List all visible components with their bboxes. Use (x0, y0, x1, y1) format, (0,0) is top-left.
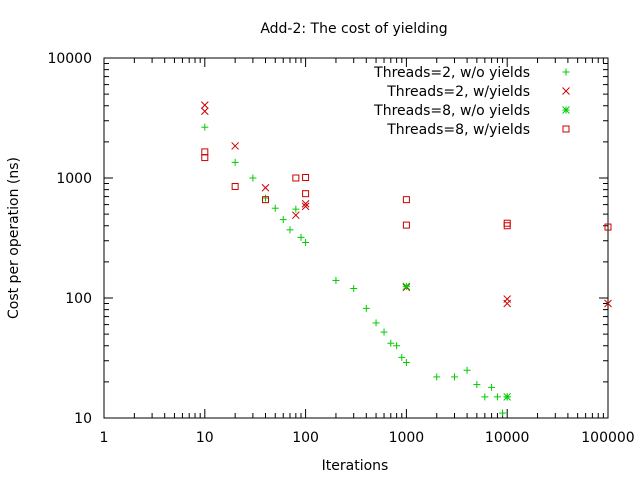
data-point (402, 221, 410, 229)
data-point (402, 196, 410, 204)
data-series (200, 101, 612, 417)
data-point (604, 299, 612, 308)
data-point (481, 393, 489, 401)
data-point (503, 222, 511, 230)
data-point (261, 194, 269, 202)
x-axis-label: Iterations (322, 458, 389, 474)
data-point (261, 196, 269, 204)
data-point (493, 393, 501, 401)
series-3 (402, 282, 512, 401)
data-point (297, 233, 305, 241)
plot-frame (103, 57, 609, 419)
data-point (301, 199, 310, 208)
data-point (292, 205, 300, 213)
data-point (332, 276, 340, 284)
legend-label: Threads=2, w/yields (386, 84, 530, 100)
data-point (302, 239, 310, 247)
data-point (200, 101, 209, 109)
data-point (372, 319, 380, 327)
chart-title: Add-2: The cost of yielding (260, 21, 447, 37)
data-point (231, 182, 239, 190)
data-point (402, 282, 411, 291)
x-tick-label: 10000 (485, 430, 530, 446)
y-tick-label: 1000 (56, 171, 92, 187)
data-point (362, 304, 370, 312)
data-point (292, 174, 300, 182)
x-axis-ticks: 1 10 100 1000 10000 100000 (100, 58, 635, 446)
x-tick-label: 1000 (389, 430, 425, 446)
data-point (499, 409, 507, 417)
data-point (291, 211, 300, 220)
data-point (301, 202, 310, 211)
data-point (286, 226, 294, 234)
data-point (279, 216, 287, 224)
legend-label: Threads=8, w/yields (386, 122, 530, 138)
legend-label: Threads=2, w/o yields (373, 65, 530, 81)
data-point (271, 204, 279, 212)
data-point (201, 123, 209, 131)
data-point (302, 173, 310, 181)
y-tick-label: 10 (74, 411, 92, 427)
data-point (503, 299, 512, 308)
data-point (231, 142, 239, 150)
data-point (398, 353, 406, 361)
y-tick-label: 100 (65, 291, 92, 307)
data-point (201, 154, 209, 162)
series-4 (201, 148, 612, 231)
y-axis-ticks: 10 100 1000 10000 (47, 51, 608, 427)
x-tick-label: 1 (100, 430, 109, 446)
data-point (249, 174, 257, 182)
data-point (402, 359, 410, 367)
data-point (450, 373, 458, 381)
data-point (488, 383, 496, 391)
data-point (387, 339, 395, 347)
data-point (380, 328, 388, 336)
legend: Threads=2, w/o yields Threads=2, w/yields… (373, 65, 570, 138)
x-tick-label: 100 (292, 430, 319, 446)
data-point (503, 393, 512, 401)
data-point (473, 381, 481, 389)
legend-label: Threads=8, w/o yields (373, 103, 530, 119)
x-tick-label: 10 (196, 430, 214, 446)
data-point (261, 183, 270, 192)
data-point (463, 366, 471, 374)
legend-marker (562, 106, 570, 114)
legend-marker (562, 68, 570, 76)
series-1 (201, 123, 511, 417)
data-point (433, 373, 441, 381)
data-point (604, 223, 612, 231)
y-tick-label: 10000 (47, 51, 92, 67)
data-point (302, 190, 310, 198)
data-point (350, 284, 358, 292)
data-point (231, 158, 239, 166)
legend-marker (562, 87, 570, 95)
data-point (200, 107, 209, 116)
y-axis-label: Cost per operation (ns) (6, 157, 22, 319)
legend-marker (562, 125, 570, 133)
x-tick-label: 100000 (581, 430, 634, 446)
data-point (393, 342, 401, 350)
